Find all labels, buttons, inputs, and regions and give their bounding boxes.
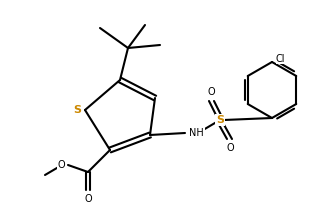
Text: NH: NH <box>189 128 204 138</box>
Text: O: O <box>226 143 234 153</box>
Text: Cl: Cl <box>276 54 286 64</box>
Text: O: O <box>84 194 92 204</box>
Text: O: O <box>57 160 65 170</box>
Text: S: S <box>216 115 224 125</box>
Text: S: S <box>73 105 81 115</box>
Text: O: O <box>207 87 215 97</box>
